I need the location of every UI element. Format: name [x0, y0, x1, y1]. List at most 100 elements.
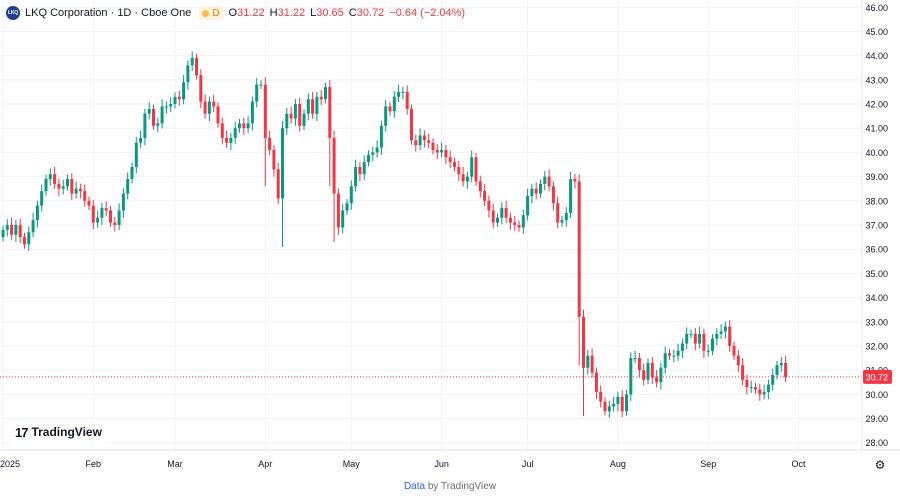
candle: [44, 174, 48, 196]
price-tick-label: 39.00: [865, 172, 888, 182]
candle: [195, 53, 198, 80]
candle: [324, 82, 327, 104]
candle: [741, 358, 745, 385]
candle-body: [289, 113, 293, 119]
candle: [698, 326, 702, 349]
tradingview-watermark[interactable]: 17 TradingView: [8, 421, 109, 443]
candle-body: [23, 237, 26, 245]
candle-body: [379, 125, 383, 148]
candle-body: [31, 220, 35, 233]
candle: [23, 232, 26, 249]
candle: [668, 348, 671, 360]
candle-body: [57, 183, 61, 189]
candle-body: [74, 188, 78, 194]
candle: [487, 195, 491, 218]
candle: [551, 181, 555, 211]
candle-body: [259, 84, 263, 86]
candle: [431, 138, 435, 155]
candle-body: [453, 162, 456, 167]
candle: [250, 96, 254, 131]
ohlc-open-value: 31.22: [237, 7, 265, 19]
candle-body: [749, 387, 753, 389]
candle-body: [693, 333, 697, 344]
candle-body: [298, 104, 302, 126]
candle: [676, 343, 680, 361]
time-axis[interactable]: 2025 Feb Mar Apr May Jun Jul Aug Sep Oct: [0, 459, 806, 469]
candle: [70, 173, 74, 201]
candle: [238, 119, 241, 133]
gear-icon[interactable]: ⚙: [874, 458, 886, 472]
market-status-badge[interactable]: D: [199, 6, 223, 20]
candle: [625, 390, 628, 416]
candle: [358, 161, 362, 182]
last-price-label: 30.72: [863, 369, 892, 384]
time-tick-label: Feb: [86, 459, 102, 469]
candle: [319, 90, 323, 105]
candle: [315, 91, 319, 121]
candle: [405, 85, 409, 115]
candle-body: [668, 353, 671, 356]
candle: [513, 216, 517, 231]
candle: [1, 225, 5, 242]
candle-body: [40, 191, 44, 206]
candle-body: [607, 406, 611, 412]
candle-body: [457, 166, 461, 175]
candle-body: [61, 186, 65, 189]
candle: [74, 181, 78, 199]
symbol-title[interactable]: LKQ Corporation · 1D · Cboe One: [25, 7, 192, 19]
candle: [57, 178, 61, 196]
candle-body: [250, 101, 254, 124]
candle-body: [655, 377, 659, 383]
price-tick-label: 29.00: [865, 414, 888, 424]
candle-body: [706, 350, 710, 352]
candle: [306, 93, 310, 121]
candle-body: [569, 179, 573, 213]
price-tick-label: 45.00: [865, 27, 888, 37]
candle-body: [663, 353, 667, 368]
ohlc-high-value: 31.22: [277, 7, 306, 19]
candle-body: [448, 157, 452, 163]
candle-body: [207, 101, 211, 114]
candle: [78, 183, 82, 199]
candle-body: [78, 188, 82, 192]
candle-body: [736, 355, 740, 366]
candle: [534, 182, 538, 200]
candle-body: [685, 333, 689, 344]
candle: [53, 166, 57, 189]
data-link[interactable]: Data: [403, 481, 426, 492]
candle: [521, 209, 525, 234]
candle-body: [70, 179, 74, 194]
candle-body: [246, 123, 250, 129]
candle-body: [715, 333, 719, 339]
candle: [289, 106, 293, 124]
last-price-text: 30.72: [865, 372, 888, 382]
candle-body: [612, 404, 616, 407]
candle-body: [508, 217, 512, 223]
candle: [27, 226, 31, 251]
candle-body: [233, 128, 237, 138]
candle: [397, 84, 401, 102]
candle: [362, 155, 366, 180]
candle: [470, 150, 474, 183]
candle-body: [418, 135, 422, 146]
candle-body: [44, 179, 48, 192]
ohlc-change-value: −0.64 (−2.04%): [389, 7, 466, 19]
price-tick-label: 34.00: [865, 293, 888, 303]
candle: [758, 383, 762, 401]
candle: [169, 97, 173, 113]
candle: [160, 99, 164, 129]
candle-body: [306, 99, 310, 114]
candle: [164, 101, 168, 114]
time-tick-label: Apr: [258, 459, 272, 469]
candle-body: [496, 217, 499, 223]
candle: [375, 140, 379, 158]
candle: [48, 168, 52, 186]
price-axis[interactable]: 28.0029.0030.0031.0032.0033.0034.0035.00…: [865, 3, 888, 448]
candle-body: [487, 200, 491, 211]
candle-body: [513, 222, 517, 225]
candle: [152, 104, 155, 131]
candle: [177, 90, 181, 106]
candle: [229, 132, 233, 150]
